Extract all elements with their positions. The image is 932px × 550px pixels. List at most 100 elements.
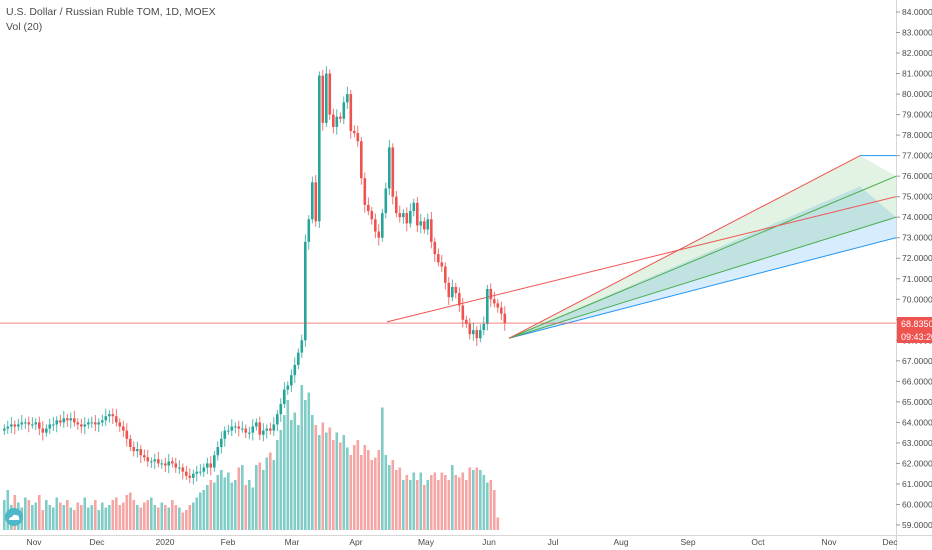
price-axis[interactable]: 59.0000 60.0000 61.0000 62.0000 63.0000 64.00… [896, 0, 932, 550]
candle-body [451, 286, 454, 298]
fib-line[interactable] [508, 175, 897, 339]
candle-body [328, 73, 332, 115]
channel-drawing[interactable] [386, 155, 897, 339]
candle-body [10, 424, 13, 427]
candle-body [234, 426, 237, 428]
fib-line[interactable] [508, 155, 861, 339]
volume-bars [3, 385, 500, 530]
volume-bar [34, 502, 38, 530]
volume-bar [80, 505, 83, 530]
volume-bar [104, 507, 108, 530]
time-tick-label: Jul [548, 537, 559, 547]
volume-bar [3, 500, 6, 530]
candle-body [206, 463, 209, 468]
candle-body [374, 219, 377, 232]
fib-line[interactable] [508, 216, 897, 339]
candle-body [342, 102, 346, 119]
volume-bar [164, 505, 167, 530]
tradingview-logo[interactable] [5, 508, 23, 526]
symbol-title[interactable]: U.S. Dollar / Russian Ruble TOM, 1D, MOE… [6, 6, 216, 18]
price-tick-label: 80.0000 [902, 89, 932, 99]
volume-bar [409, 480, 412, 530]
candle-body [24, 422, 27, 424]
candle-body [290, 375, 293, 386]
volume-bar [402, 480, 405, 530]
candle-body [157, 459, 160, 464]
candle-body [69, 418, 73, 421]
trend-line[interactable] [386, 196, 897, 323]
volume-bar [195, 497, 199, 530]
volume-bar [381, 407, 384, 530]
candle-body [367, 204, 370, 212]
volume-bar [139, 507, 143, 530]
candle-body [332, 114, 335, 127]
volume-bar [174, 505, 178, 530]
candle-body [6, 426, 10, 429]
volume-bar [360, 455, 363, 530]
time-tick-label: Feb [221, 537, 236, 547]
fib-zone-green [509, 155, 896, 339]
candle-body [192, 473, 195, 478]
volume-bar [349, 455, 353, 530]
candle-body [27, 422, 31, 425]
candle-body [339, 116, 342, 119]
candle-body [188, 475, 192, 478]
volume-bar [59, 502, 62, 530]
price-tick-label: 70.0000 [902, 294, 932, 304]
candle-body [55, 420, 59, 425]
time-axis[interactable]: Nov Dec 2020 Feb Mar Apr May Jun Jul Aug Sep Oct Nov… [0, 535, 932, 548]
candle-body [297, 352, 300, 365]
volume-bar [461, 472, 465, 530]
candle-body [321, 75, 325, 123]
volume-indicator-title[interactable]: Vol (20) [6, 21, 43, 33]
candle-body [500, 307, 503, 314]
candle-body [307, 219, 311, 242]
candle-body [405, 213, 409, 224]
volume-bar [122, 502, 125, 530]
volume-bar [363, 445, 367, 530]
volume-bar [398, 467, 402, 530]
candle-body [423, 221, 426, 230]
candle-body [87, 422, 90, 425]
fib-line[interactable] [508, 237, 897, 339]
volume-bar [153, 505, 157, 530]
volume-bar [73, 510, 76, 530]
candle-body [433, 241, 437, 255]
volume-bar [405, 475, 409, 530]
price-tick-label: 72.0000 [902, 253, 932, 263]
price-tick-label: 62.0000 [902, 458, 932, 468]
candle-body [153, 459, 157, 462]
candle-body [325, 73, 328, 123]
candle-body [265, 428, 269, 431]
candle-body [244, 428, 248, 433]
volume-bar [97, 510, 101, 530]
candle-body [496, 303, 500, 308]
volume-bar [251, 487, 255, 530]
volume-bar [132, 500, 136, 530]
candle-body [97, 422, 101, 425]
volume-bar [370, 460, 374, 530]
candle-body [202, 467, 206, 472]
volume-bar [248, 480, 251, 530]
candle-body [132, 447, 136, 452]
volume-bar [335, 432, 339, 530]
volume-bar [486, 482, 489, 530]
price-tick-label: 61.0000 [902, 479, 932, 489]
candle-body [108, 414, 111, 417]
time-tick-label: Dec [89, 537, 105, 547]
candle-body [503, 313, 507, 324]
candle-body [181, 467, 185, 472]
candle-body [276, 414, 279, 425]
volume-bar [342, 435, 346, 530]
candle-body [31, 424, 34, 426]
volume-bar [83, 497, 87, 530]
volume-bar [241, 465, 244, 530]
candle-body [111, 414, 115, 417]
volume-bar [55, 497, 59, 530]
volume-bar [279, 430, 283, 530]
volume-bar [27, 500, 31, 530]
volume-bar [192, 502, 195, 530]
time-tick-label: Apr [349, 537, 362, 547]
volume-bar [115, 497, 118, 530]
